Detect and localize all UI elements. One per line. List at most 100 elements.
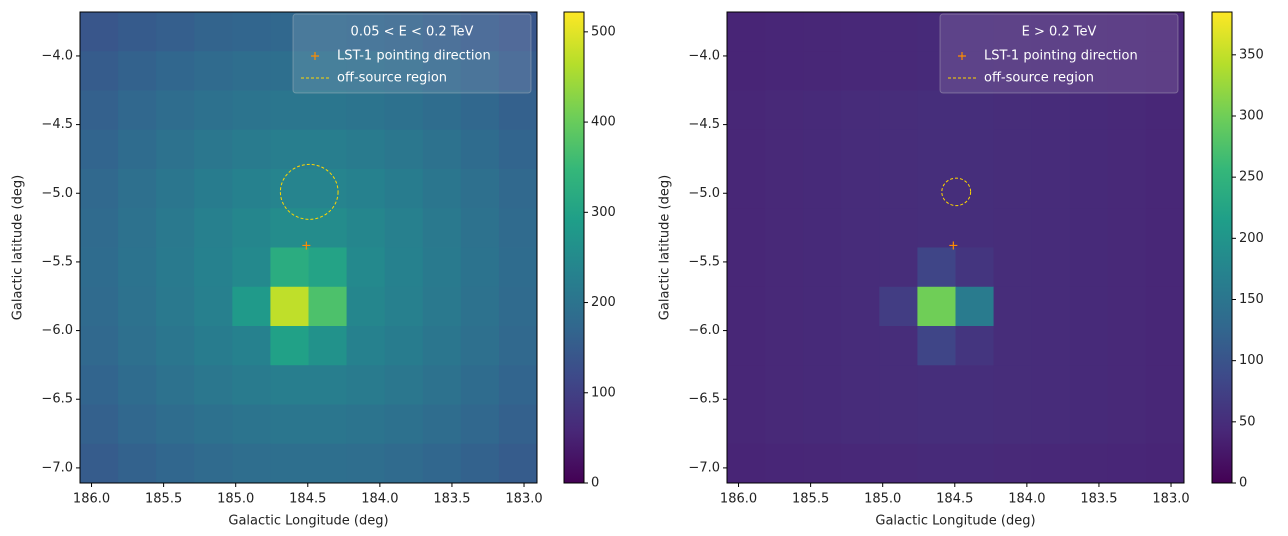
heatmap-cell <box>308 247 348 288</box>
axes-frame <box>79 11 538 484</box>
heatmap-cell <box>1069 247 1109 288</box>
heatmap-cell <box>993 129 1033 170</box>
heatmap-cell <box>80 12 119 52</box>
heatmap-cell <box>232 208 271 248</box>
heatmap-cell <box>955 90 995 131</box>
heatmap-cell <box>346 129 386 170</box>
heatmap-cell <box>955 208 995 248</box>
heatmap-cell <box>765 51 804 91</box>
heatmap-cell <box>80 90 119 131</box>
heatmap-cell <box>803 286 842 327</box>
y-tick-label: −6.0 <box>41 323 73 338</box>
heatmap-cell <box>727 365 766 405</box>
heatmap-cell <box>422 90 462 131</box>
heatmap-cell <box>879 51 918 91</box>
heatmap-cell <box>460 326 500 366</box>
heatmap-cell <box>955 365 995 405</box>
heatmap-cell <box>841 247 880 288</box>
heatmap-cell <box>308 90 348 131</box>
legend-box <box>939 13 1179 94</box>
heatmap-cell <box>270 404 309 445</box>
heatmap-cell <box>80 404 119 445</box>
heatmap-cell <box>955 247 995 288</box>
heatmap-cell <box>1107 51 1147 91</box>
heatmap-cell <box>803 129 842 170</box>
heatmap-cell <box>460 404 500 445</box>
heatmap-cell <box>422 326 462 366</box>
heatmap-cell <box>1069 365 1109 405</box>
heatmap-cell <box>422 208 462 248</box>
heatmap-cell <box>346 12 386 52</box>
heatmap-cell <box>232 404 271 445</box>
heatmap-cell <box>346 208 386 248</box>
heatmap-cell <box>765 90 804 131</box>
heatmap-cell <box>270 129 309 170</box>
heatmap-cell <box>118 443 157 484</box>
heatmap-cell <box>1107 129 1147 170</box>
colorbar-tick-label: 50 <box>1239 414 1256 429</box>
heatmap-cell <box>841 169 880 209</box>
heatmap-cell <box>1107 326 1147 366</box>
heatmap-cell <box>156 90 195 131</box>
axes-frame <box>726 11 1185 484</box>
colorbar-tick-label: 200 <box>591 295 616 310</box>
heatmap-cell <box>841 12 880 52</box>
colorbar-tick-label: 350 <box>1239 47 1264 62</box>
heatmap-cell <box>841 90 880 131</box>
heatmap-cell <box>917 286 956 327</box>
x-tick-label: 184.0 <box>1008 492 1045 507</box>
heatmap-cell <box>422 51 462 91</box>
heatmap-cell <box>1031 365 1071 405</box>
heatmap-cell <box>498 404 538 445</box>
heatmap-cell <box>1031 443 1071 484</box>
heatmap-cell <box>346 286 386 327</box>
heatmap-cell <box>232 247 271 288</box>
heatmap-cell <box>879 208 918 248</box>
legend-pointing-marker <box>311 52 319 60</box>
heatmap-cell <box>156 326 195 366</box>
x-tick-label: 183.0 <box>505 492 542 507</box>
heatmap-cell <box>346 51 386 91</box>
colorbar-tick-label: 500 <box>591 24 616 39</box>
y-tick-label: −5.0 <box>41 186 73 201</box>
heatmap-cell <box>498 129 538 170</box>
heatmap-cell <box>118 286 157 327</box>
heatmap-cell <box>1145 286 1185 327</box>
heatmap-cell <box>232 90 271 131</box>
x-tick-label: 183.5 <box>433 492 470 507</box>
heatmap-cell <box>1031 247 1071 288</box>
heatmap-cell <box>270 443 309 484</box>
heatmap-cell <box>270 365 309 405</box>
heatmap-cell <box>232 286 271 327</box>
heatmap-cell <box>993 286 1033 327</box>
heatmap-cell <box>727 208 766 248</box>
heatmap-cell <box>118 404 157 445</box>
heatmap-cell <box>422 365 462 405</box>
heatmap-cell <box>1031 404 1071 445</box>
heatmap-cell <box>232 51 271 91</box>
heatmap-cell <box>1031 51 1071 91</box>
y-tick-label: −7.0 <box>41 460 73 475</box>
heatmap-cell <box>727 286 766 327</box>
heatmap-cell <box>1069 169 1109 209</box>
heatmap-cell <box>1069 404 1109 445</box>
heatmap-cell <box>194 90 233 131</box>
heatmap-cell <box>384 404 424 445</box>
heatmap-cell <box>194 286 233 327</box>
heatmap-cell <box>765 404 804 445</box>
heatmap-cell <box>232 326 271 366</box>
heatmap-cell <box>80 208 119 248</box>
heatmap-cell <box>308 12 348 52</box>
heatmap-cell <box>498 443 538 484</box>
heatmap-cell <box>765 169 804 209</box>
heatmap-cell <box>194 208 233 248</box>
heatmap-cell <box>194 129 233 170</box>
heatmap-cell <box>156 12 195 52</box>
heatmap-cell <box>765 129 804 170</box>
y-tick-label: −4.0 <box>688 48 720 63</box>
heatmap-cell <box>727 90 766 131</box>
heatmap-cell <box>879 129 918 170</box>
heatmap-cell <box>879 12 918 52</box>
colorbar-tick-label: 100 <box>591 385 616 400</box>
pointing-marker <box>302 241 311 250</box>
